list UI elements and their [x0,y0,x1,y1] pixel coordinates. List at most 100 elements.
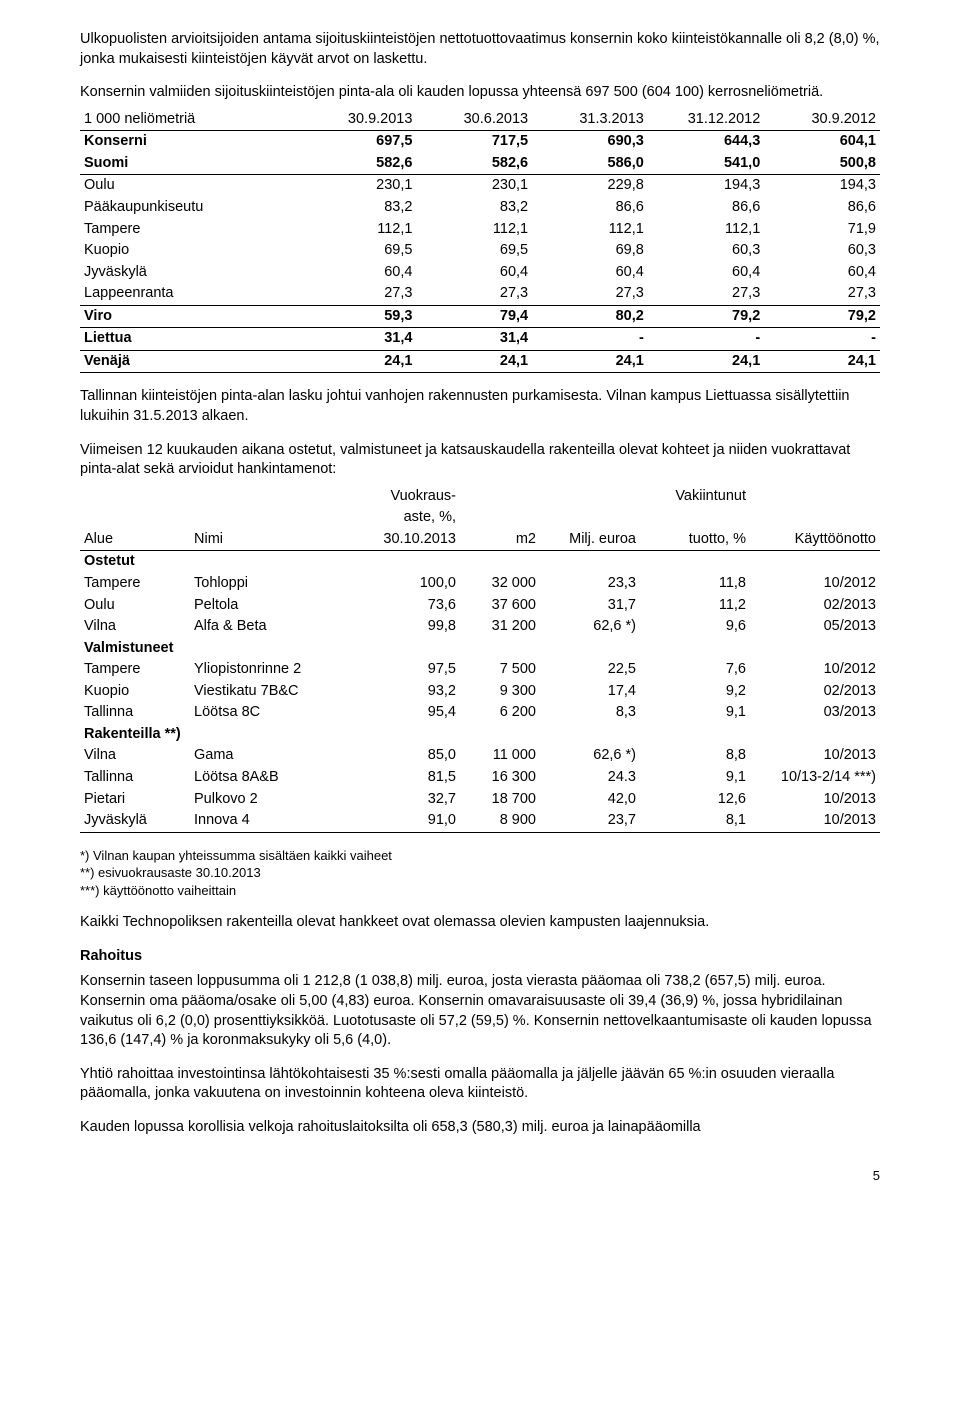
t2-cell: 32 000 [460,573,540,595]
t2-cell: 73,6 [350,595,460,617]
t1-cell: 604,1 [764,131,880,153]
t2-cell: 10/2013 [750,810,880,832]
t1-cell: - [532,328,648,351]
t2-cell: Tallinna [80,767,190,789]
t1-cell: 27,3 [648,283,764,305]
t1-cell: 24,1 [532,350,648,373]
t1-cell: 69,8 [532,240,648,262]
t1-cell: 80,2 [532,305,648,328]
t1-cell: 644,3 [648,131,764,153]
t2-cell: 31 200 [460,616,540,638]
t2-cell: Yliopistonrinne 2 [190,659,350,681]
t2-cell: 97,5 [350,659,460,681]
t1-header-col: 30.9.2013 [301,109,417,131]
t2-section-title: Ostetut [80,551,880,573]
t2-cell: Tallinna [80,702,190,724]
page-root: Ulkopuolisten arvioitsijoiden antama sij… [40,0,920,1205]
t2-cell: 85,0 [350,745,460,767]
t2-header-cell [80,486,190,508]
rahoitus-paragraph-3: Kauden lopussa korollisia velkoja rahoit… [80,1118,880,1138]
t2-header-cell [460,486,540,508]
t1-cell: 86,6 [648,197,764,219]
t1-cell: 27,3 [764,283,880,305]
t2-cell: 10/2012 [750,573,880,595]
mid-paragraph-1: Tallinnan kiinteistöjen pinta-alan lasku… [80,387,880,426]
t1-cell: 59,3 [301,305,417,328]
t2-header-cell [190,486,350,508]
t2-section-title: Rakenteilla **) [80,724,880,746]
t2-cell: Tohloppi [190,573,350,595]
t2-cell: 62,6 *) [540,745,640,767]
t2-cell: 62,6 *) [540,616,640,638]
t1-cell: 717,5 [416,131,532,153]
t2-header-cell: tuotto, % [640,529,750,551]
t1-cell: 79,2 [648,305,764,328]
t1-row-label: Tampere [80,219,301,241]
t2-cell: 93,2 [350,681,460,703]
t1-cell: 541,0 [648,153,764,175]
t2-cell: 9,1 [640,702,750,724]
t2-header-cell: Vakiintunut [640,486,750,508]
t2-cell: 95,4 [350,702,460,724]
t2-cell: 23,3 [540,573,640,595]
t1-cell: 24,1 [416,350,532,373]
t2-header-cell: Nimi [190,529,350,551]
t1-row-label: Viro [80,305,301,328]
t2-cell: Tampere [80,573,190,595]
t2-cell: 9,1 [640,767,750,789]
t2-cell: Vilna [80,745,190,767]
t1-cell: 230,1 [301,175,417,197]
t1-cell: 112,1 [301,219,417,241]
t1-cell: 60,4 [648,262,764,284]
rahoitus-heading: Rahoitus [80,947,880,967]
t1-cell: 60,3 [764,240,880,262]
t1-row-label: Jyväskylä [80,262,301,284]
t1-cell: 582,6 [301,153,417,175]
area-table: 1 000 neliömetriä30.9.201330.6.201331.3.… [80,109,880,374]
t1-row-label: Pääkaupunkiseutu [80,197,301,219]
t2-cell: 100,0 [350,573,460,595]
t1-row-label: Venäjä [80,350,301,373]
intro-paragraph-1: Ulkopuolisten arvioitsijoiden antama sij… [80,30,880,69]
t2-header-cell: m2 [460,529,540,551]
t2-header-cell: 30.10.2013 [350,529,460,551]
page-number: 5 [80,1167,880,1185]
t1-cell: 194,3 [764,175,880,197]
t1-row-label: Liettua [80,328,301,351]
t2-cell: 9,2 [640,681,750,703]
footnote-line: ***) käyttöönotto vaiheittain [80,882,880,900]
t1-cell: 194,3 [648,175,764,197]
t2-cell: 22,5 [540,659,640,681]
t1-header-col: 31.12.2012 [648,109,764,131]
t2-header-cell [460,507,540,529]
t2-cell: Vilna [80,616,190,638]
t1-row-label: Suomi [80,153,301,175]
t2-cell: 17,4 [540,681,640,703]
t2-cell: Innova 4 [190,810,350,832]
t1-cell: 582,6 [416,153,532,175]
t1-row-label: Kuopio [80,240,301,262]
t1-row-label: Oulu [80,175,301,197]
t2-header-cell: aste, %, [350,507,460,529]
t1-header-col: 31.3.2013 [532,109,648,131]
t2-header-cell [80,507,190,529]
t2-cell: 16 300 [460,767,540,789]
t2-cell: 42,0 [540,789,640,811]
t2-cell: Alfa & Beta [190,616,350,638]
t1-cell: 586,0 [532,153,648,175]
footnotes: *) Vilnan kaupan yhteissumma sisältäen k… [80,847,880,900]
t1-cell: 60,4 [764,262,880,284]
t1-cell: 697,5 [301,131,417,153]
t1-cell: 690,3 [532,131,648,153]
rahoitus-paragraph-1: Konsernin taseen loppusumma oli 1 212,8 … [80,972,880,1050]
t2-header-cell [190,507,350,529]
t1-cell: 86,6 [532,197,648,219]
t2-cell: 24.3 [540,767,640,789]
t1-cell: 79,2 [764,305,880,328]
t2-cell: 8 900 [460,810,540,832]
t1-cell: 69,5 [301,240,417,262]
t1-cell: 31,4 [301,328,417,351]
t1-cell: 24,1 [648,350,764,373]
t1-cell: 230,1 [416,175,532,197]
footnote-line: **) esivuokrausaste 30.10.2013 [80,864,880,882]
